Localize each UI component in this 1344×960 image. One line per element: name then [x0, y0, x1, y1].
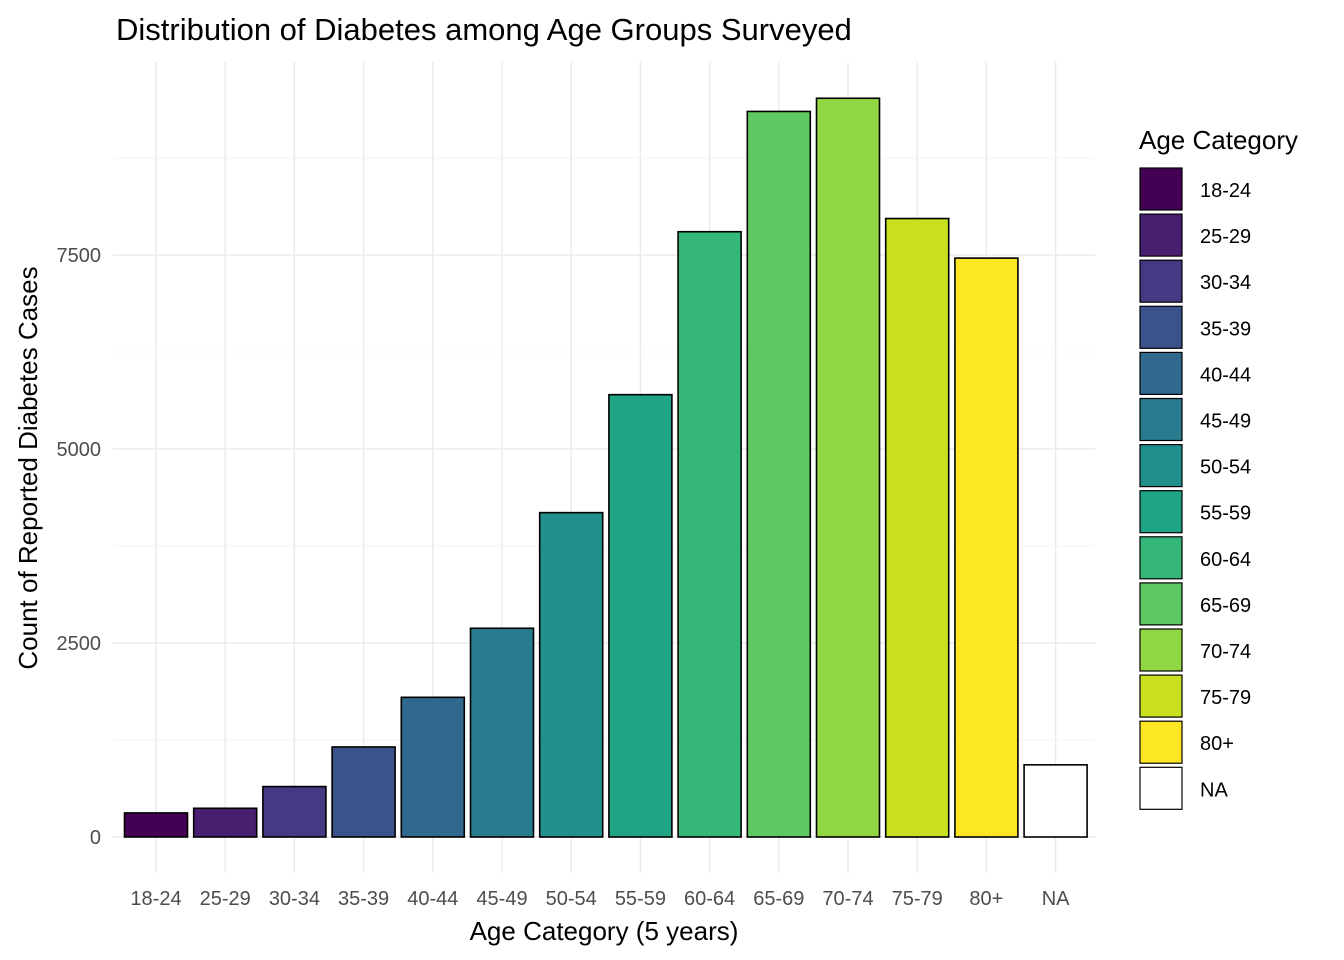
x-tick-label: 18-24	[130, 888, 181, 910]
legend-label: 35-39	[1200, 318, 1251, 340]
legend-swatch	[1139, 305, 1183, 349]
bars	[123, 97, 1088, 838]
legend-label: 40-44	[1200, 364, 1251, 386]
legend-label: 60-64	[1200, 549, 1251, 571]
bar-50-54	[538, 511, 604, 838]
legend-label: 80+	[1200, 733, 1234, 755]
bar-45-49	[469, 627, 535, 838]
y-tick-label: 7500	[57, 245, 102, 267]
x-tick-label: 70-74	[822, 888, 873, 910]
legend-label: 70-74	[1200, 641, 1251, 663]
x-axis-title: Age Category (5 years)	[470, 916, 739, 946]
legend-swatch	[1139, 167, 1183, 211]
y-tick-label: 0	[90, 827, 101, 849]
legend-swatch	[1139, 674, 1183, 718]
bar-80+	[954, 257, 1019, 838]
bar-30-34	[262, 785, 327, 838]
legend-label: 45-49	[1200, 411, 1251, 433]
bar-35-39	[331, 746, 396, 838]
bar-55-59	[608, 393, 673, 838]
x-tick-label: 55-59	[615, 888, 666, 910]
y-tick-label: 2500	[57, 633, 102, 655]
legend-swatch	[1139, 720, 1183, 764]
legend-swatch	[1139, 397, 1183, 442]
bar-NA	[1023, 764, 1088, 838]
bar-40-44	[400, 696, 466, 838]
bar-75-79	[884, 217, 950, 838]
legend-swatch	[1139, 490, 1183, 534]
x-tick-label: 65-69	[753, 888, 804, 910]
bar-25-29	[192, 807, 258, 838]
legend-swatch	[1139, 213, 1183, 257]
legend-label: 30-34	[1200, 272, 1251, 294]
legend-swatch	[1139, 536, 1183, 580]
legend: Age Category 18-24 25-29 30-34 35-39 40-44 45…	[1139, 125, 1298, 810]
y-axis-title: Count of Reported Diabetes Cases	[13, 266, 43, 669]
x-tick-label: 60-64	[684, 888, 735, 910]
x-tick-label: 45-49	[476, 888, 527, 910]
legend-keys: 18-24 25-29 30-34 35-39 40-44 45-49 50-54 55-59…	[1139, 167, 1251, 810]
y-axis-ticks: 0 2500 5000 7500	[57, 245, 102, 849]
x-tick-label: 75-79	[892, 888, 943, 910]
bar-70-74	[815, 97, 881, 838]
legend-label: 55-59	[1200, 503, 1251, 525]
legend-swatch	[1139, 582, 1183, 626]
x-tick-label: 30-34	[269, 888, 320, 910]
bar-65-69	[746, 110, 812, 838]
x-tick-label: 25-29	[200, 888, 251, 910]
x-tick-label: NA	[1042, 888, 1070, 910]
x-tick-label: 40-44	[407, 888, 458, 910]
x-tick-label: 35-39	[338, 888, 389, 910]
legend-swatch	[1139, 259, 1183, 303]
chart-title: Distribution of Diabetes among Age Group…	[116, 12, 852, 47]
legend-label: 75-79	[1200, 687, 1251, 709]
legend-label: 25-29	[1200, 226, 1251, 248]
legend-swatch	[1139, 351, 1183, 395]
x-tick-label: 50-54	[546, 888, 597, 910]
y-tick-label: 5000	[57, 439, 102, 461]
x-axis-ticks: 18-24 25-29 30-34 35-39 40-44 45-49 50-54 55-59…	[130, 888, 1070, 910]
x-tick-label: 80+	[969, 888, 1003, 910]
legend-swatch	[1139, 766, 1183, 810]
legend-label: 50-54	[1200, 457, 1251, 479]
legend-label: 18-24	[1200, 180, 1251, 202]
legend-swatch	[1139, 444, 1183, 488]
bar-18-24	[123, 812, 189, 838]
legend-swatch	[1139, 628, 1183, 672]
legend-label: NA	[1200, 779, 1228, 801]
legend-label: 65-69	[1200, 595, 1251, 617]
bar-60-64	[677, 230, 742, 838]
legend-title: Age Category	[1139, 125, 1298, 155]
